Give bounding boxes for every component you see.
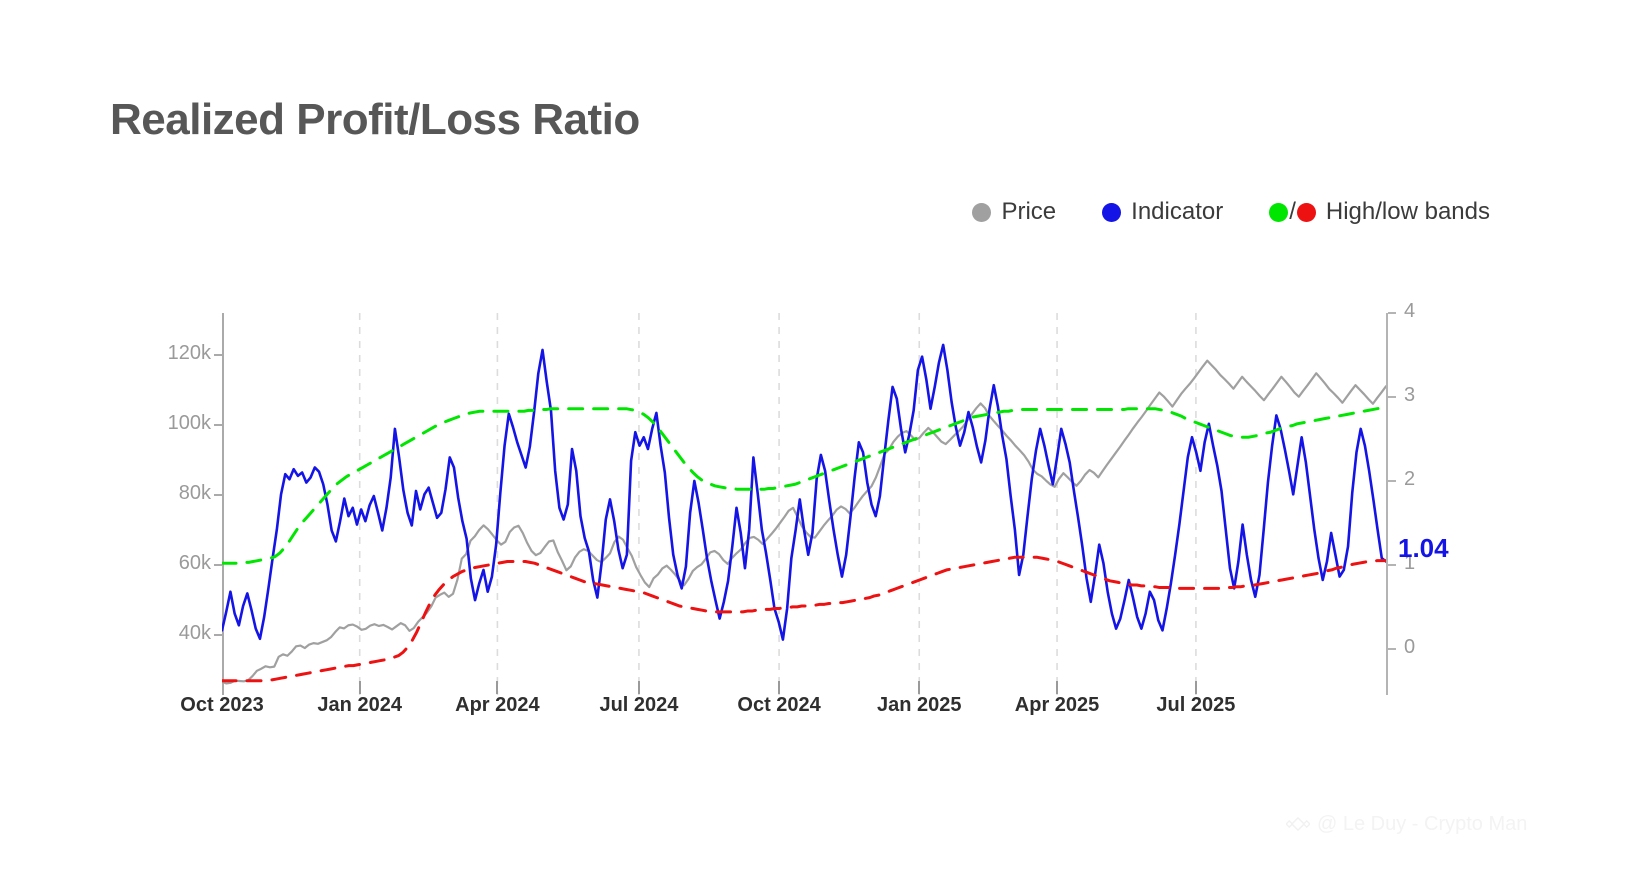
legend-item-price[interactable]: Price	[972, 198, 1056, 226]
y-axis-right-tickmark	[1388, 312, 1396, 314]
legend-item-indicator[interactable]: Indicator	[1102, 198, 1223, 226]
x-axis-tick-label: Oct 2024	[737, 694, 821, 716]
indicator-dot-icon	[1102, 202, 1122, 222]
legend-label-bands: High/low bands	[1325, 198, 1490, 225]
legend-item-bands[interactable]: / High/low bands	[1269, 198, 1490, 226]
y-axis-left-tickmark	[214, 564, 222, 567]
y-axis-right-tick-label: 1	[1404, 551, 1416, 574]
y-axis-right-tick-label: 0	[1404, 635, 1416, 658]
plot-area	[222, 313, 1386, 695]
y-axis-left-tick-label: 40k	[178, 622, 211, 645]
price-dot-icon	[972, 202, 992, 222]
x-axis-tickmark	[496, 681, 499, 694]
y-axis-right-tickmark	[1388, 479, 1396, 482]
y-axis-left-tick-label: 80k	[178, 482, 211, 505]
x-axis-tick-label: Jul 2024	[599, 694, 679, 716]
band-dots-icon: /	[1269, 198, 1316, 226]
high-band-dot-icon	[1269, 202, 1289, 222]
y-axis-left-tick-label: 60k	[178, 552, 211, 575]
diamond-logo-icon	[1286, 816, 1310, 832]
x-axis-tickmark	[778, 681, 781, 694]
y-axis-left-tickmark	[214, 354, 222, 357]
right-axis-spine	[1386, 313, 1388, 695]
y-axis-left-tickmark	[214, 494, 222, 497]
y-axis-left-tickmark	[214, 634, 222, 637]
y-axis-right-tick-label: 4	[1404, 300, 1416, 322]
x-axis-tick-label: Jul 2025	[1156, 694, 1236, 716]
low-band-dot-icon	[1296, 202, 1316, 222]
left-axis-spine	[222, 313, 224, 695]
y-axis-right-tick-label: 2	[1404, 467, 1416, 490]
y-axis-right-tick-label: 3	[1404, 383, 1416, 406]
x-axis-tick-label: Jan 2025	[876, 694, 962, 716]
chart-legend: Price Indicator / High/low bands	[0, 198, 1490, 226]
watermark: @ Le Duy - Crypto Man	[1286, 812, 1527, 836]
x-axis-tickmark	[1056, 681, 1059, 694]
plot-svg	[222, 313, 1386, 695]
series-line-low-band	[222, 555, 1386, 683]
x-axis-tickmark	[918, 681, 921, 694]
y-axis-left-tick-label: 100k	[167, 412, 211, 435]
x-axis-tickmark	[637, 681, 640, 694]
indicator-value-label: 1.04	[1398, 533, 1449, 563]
y-axis-right-tickmark	[1388, 563, 1396, 566]
x-axis-tick-label: Apr 2025	[1014, 694, 1100, 716]
y-axis-left-tickmark	[214, 424, 222, 427]
series-line-indicator	[222, 343, 1386, 641]
y-axis-right-tickmark	[1388, 647, 1396, 650]
y-axis-left-tick-label: 120k	[167, 342, 211, 365]
x-axis-tickmark	[358, 681, 361, 694]
legend-label-indicator: Indicator	[1131, 198, 1224, 225]
x-axis-tick-label: Jan 2024	[317, 694, 402, 716]
page-title: Realized Profit/Loss Ratio	[110, 95, 640, 144]
x-axis-tick-label: Apr 2024	[455, 694, 540, 716]
watermark-text: @ Le Duy - Crypto Man	[1317, 812, 1528, 835]
legend-separator: /	[1289, 198, 1296, 225]
legend-label-price: Price	[1001, 198, 1057, 225]
x-axis-tick-label: Oct 2023	[180, 694, 264, 716]
x-axis-tickmark	[1194, 681, 1197, 694]
y-axis-right-tickmark	[1388, 395, 1396, 398]
